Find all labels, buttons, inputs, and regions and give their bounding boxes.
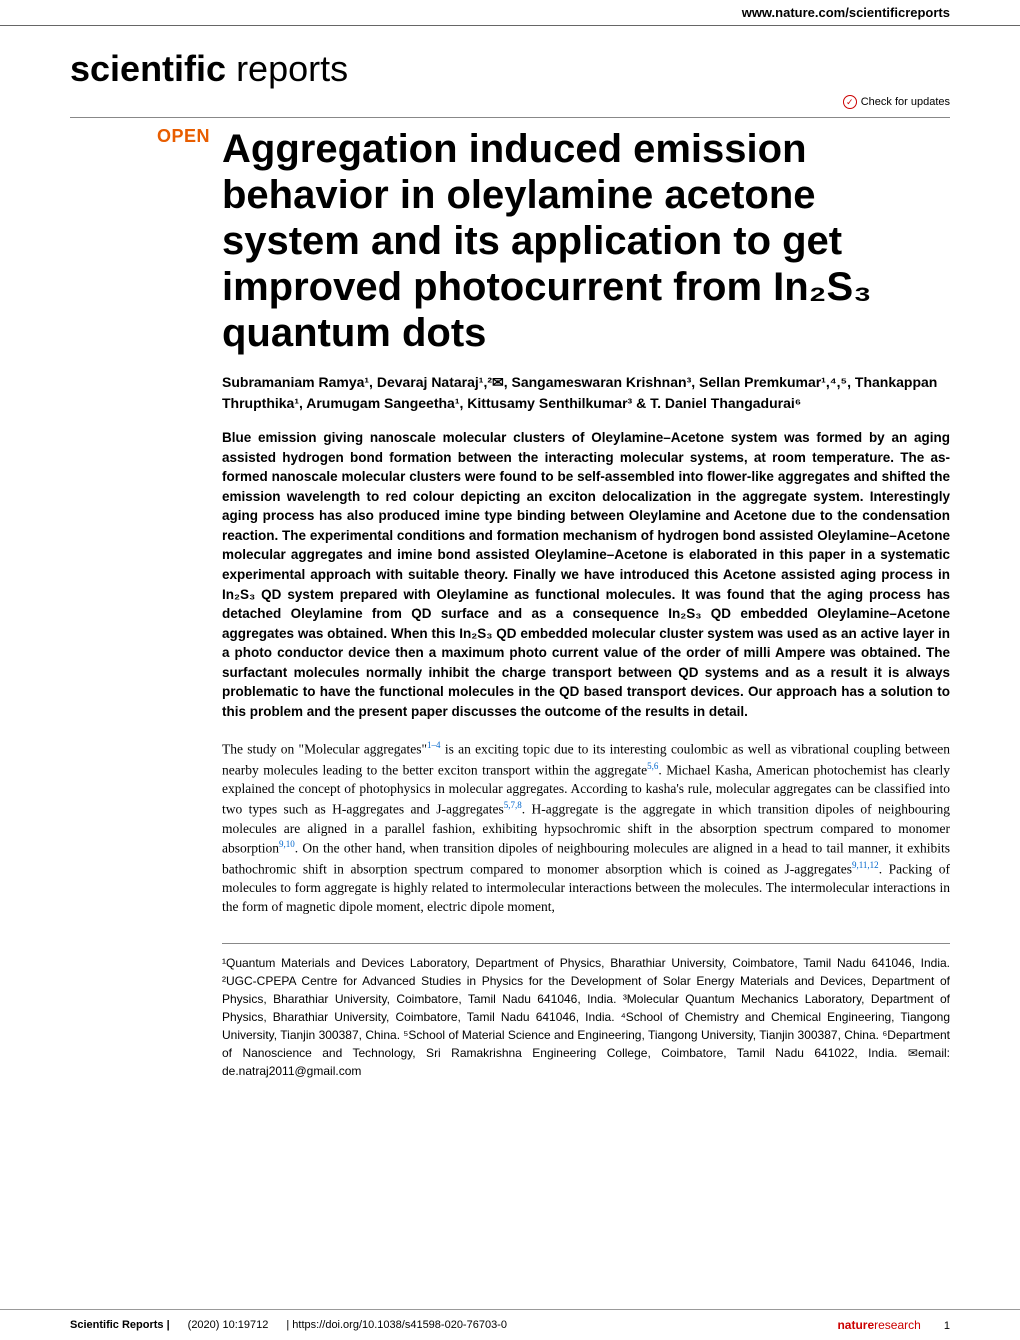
- ref-link-3[interactable]: 5,7,8: [504, 800, 522, 810]
- ref-link-5[interactable]: 9,11,12: [852, 860, 879, 870]
- abstract-text: Blue emission giving nanoscale molecular…: [222, 428, 950, 721]
- body-text-1e: . On the other hand, when transition dip…: [222, 841, 950, 876]
- open-access-badge: OPEN: [70, 126, 210, 147]
- footer-brand: natureresearch: [837, 1318, 920, 1332]
- body-paragraph: The study on "Molecular aggregates"1–4 i…: [222, 739, 950, 917]
- footer-left: Scientific Reports | (2020) 10:19712 | h…: [70, 1319, 507, 1331]
- affiliations-block: ¹Quantum Materials and Devices Laborator…: [222, 943, 950, 1080]
- body-text-1a: The study on "Molecular aggregates": [222, 742, 427, 757]
- top-divider: [70, 117, 950, 118]
- updates-icon: ✓: [843, 95, 857, 109]
- footer-brand-bold: nature: [837, 1318, 874, 1332]
- ref-link-4[interactable]: 9,10: [279, 839, 295, 849]
- article-title: Aggregation induced emission behavior in…: [222, 126, 950, 356]
- journal-bold: scientific: [70, 48, 226, 89]
- left-column: OPEN: [70, 126, 210, 1080]
- header-bar: www.nature.com/scientificreports: [0, 0, 1020, 26]
- header-url: www.nature.com/scientificreports: [742, 5, 950, 20]
- main-content: OPEN Aggregation induced emission behavi…: [0, 126, 1020, 1080]
- footer-doi: | https://doi.org/10.1038/s41598-020-767…: [286, 1319, 507, 1331]
- updates-label: Check for updates: [861, 96, 950, 108]
- journal-light: reports: [226, 48, 348, 89]
- page-number: 1: [944, 1320, 950, 1332]
- ref-link-2[interactable]: 5,6: [647, 761, 658, 771]
- footer-citation: (2020) 10:19712: [188, 1319, 269, 1331]
- author-list: Subramaniam Ramya¹, Devaraj Nataraj¹,²✉,…: [222, 372, 950, 414]
- footer-right: natureresearch 1: [837, 1318, 950, 1332]
- right-column: Aggregation induced emission behavior in…: [222, 126, 950, 1080]
- footer-brand-light: research: [874, 1318, 921, 1332]
- ref-link-1[interactable]: 1–4: [427, 740, 441, 750]
- page-footer: Scientific Reports | (2020) 10:19712 | h…: [0, 1309, 1020, 1340]
- check-updates-row[interactable]: ✓ Check for updates: [0, 95, 1020, 117]
- footer-journal: Scientific Reports |: [70, 1319, 170, 1331]
- journal-logo: scientific reports: [70, 48, 950, 90]
